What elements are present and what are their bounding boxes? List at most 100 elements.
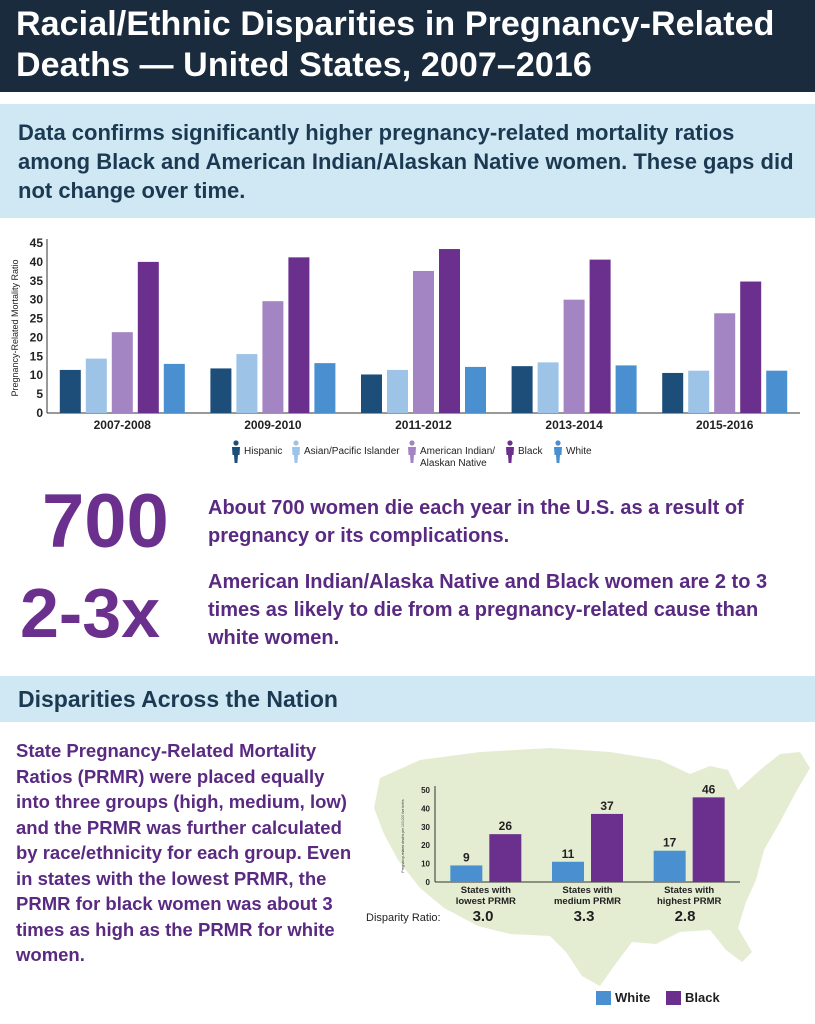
y-tick-label: 0 xyxy=(36,406,43,420)
bar xyxy=(361,374,382,413)
stat-700-text: About 700 women die each year in the U.S… xyxy=(208,497,744,547)
bar xyxy=(59,369,81,413)
bar xyxy=(653,850,686,882)
bar xyxy=(236,354,258,413)
section-banner: Disparities Across the Nation xyxy=(0,676,815,722)
x-tick-label: 2007-2008 xyxy=(94,418,152,432)
data-label: 26 xyxy=(499,819,513,833)
bar xyxy=(714,313,736,413)
bar xyxy=(563,299,585,413)
legend-label: Black xyxy=(518,446,543,457)
legend-item-asian: Asian/Pacific Islander xyxy=(290,440,400,464)
data-label: 37 xyxy=(600,799,614,813)
x-tick-label: States with xyxy=(664,885,714,896)
legend-item-white: White xyxy=(596,990,650,1005)
bar xyxy=(439,249,460,413)
bar xyxy=(766,370,788,413)
x-tick-label: highest PRMR xyxy=(657,896,722,907)
disparities-paragraph: State Pregnancy-Related Mortality Ratios… xyxy=(16,740,352,965)
bar xyxy=(210,368,232,413)
x-tick-label: 2015-2016 xyxy=(696,418,754,432)
y-tick-label: 40 xyxy=(421,804,430,813)
legend-label: American Indian/ Alaskan Native xyxy=(420,446,496,469)
legend-label: Asian/Pacific Islander xyxy=(304,446,400,457)
person-icon xyxy=(292,440,300,463)
bar xyxy=(387,369,408,413)
bar xyxy=(552,861,584,882)
legend-label: Hispanic xyxy=(244,446,283,457)
y-tick-label: 10 xyxy=(421,860,430,869)
bar xyxy=(85,358,107,413)
data-label: 11 xyxy=(562,847,575,861)
bar xyxy=(615,365,637,413)
y-tick-label: 25 xyxy=(30,312,44,326)
y-axis-title: Pregnancy-Related Mortality Ratio xyxy=(10,259,20,396)
legend-label: Black xyxy=(685,990,720,1005)
header-banner: Racial/Ethnic Disparities in Pregnancy-R… xyxy=(0,0,815,92)
bar xyxy=(688,370,710,413)
legend-label: White xyxy=(615,990,651,1005)
y-tick-label: 20 xyxy=(30,330,44,344)
y-tick-label: 50 xyxy=(421,786,430,795)
disparity-ratio-highest: 2.8 xyxy=(674,908,696,925)
bar xyxy=(591,813,623,882)
x-tick-label: lowest PRMR xyxy=(456,896,516,907)
data-label: 46 xyxy=(702,782,716,796)
bar xyxy=(450,865,483,882)
chart-legend: Hispanic Asian/Pacific Islander American… xyxy=(230,440,630,476)
person-icon xyxy=(408,440,416,463)
legend-swatch xyxy=(666,990,681,1005)
bar xyxy=(288,257,310,413)
page-title: Racial/Ethnic Disparities in Pregnancy-R… xyxy=(16,5,775,84)
disparity-ratio-medium: 3.3 xyxy=(573,908,595,925)
y-tick-label: 0 xyxy=(426,878,431,887)
disparity-ratio-lowest: 3.0 xyxy=(472,908,494,925)
mortality-ratio-bar-chart: 0 5 10 15 20 25 30 35 40 45 Pregnancy-Related Mort… xyxy=(10,236,800,432)
legend-item-black: Black xyxy=(504,440,542,464)
legend-item-black: Black xyxy=(666,990,720,1005)
data-label: 17 xyxy=(663,836,677,850)
y-axis-title: Pregnancy-related deaths per 100,000 liv… xyxy=(401,799,405,872)
y-tick-label: 30 xyxy=(421,823,430,832)
bar xyxy=(537,362,559,413)
y-tick-label: 5 xyxy=(36,387,43,401)
bar xyxy=(465,366,486,413)
y-tick-label: 40 xyxy=(30,255,44,269)
bar xyxy=(589,259,611,413)
x-tick-label: States with xyxy=(461,885,511,896)
disparity-ratio-label: Disparity Ratio: xyxy=(366,912,441,924)
y-tick-label: 45 xyxy=(30,236,44,250)
y-tick-label: 15 xyxy=(30,349,44,363)
stat-2-3x-number: 2-3x xyxy=(20,574,161,652)
person-icon xyxy=(554,440,562,463)
x-tick-label: 2011-2012 xyxy=(395,418,452,432)
x-tick-label: 2009-2010 xyxy=(244,418,302,432)
x-tick-label: medium PRMR xyxy=(554,896,621,907)
y-tick-label: 30 xyxy=(30,293,44,307)
y-tick-label: 10 xyxy=(30,368,44,382)
stat-2-3x-text: American Indian/Alaska Native and Black … xyxy=(208,571,768,649)
y-tick-label: 20 xyxy=(421,841,430,850)
x-tick-label: 2013-2014 xyxy=(545,418,603,432)
legend-label: White xyxy=(566,446,592,457)
bar xyxy=(511,366,533,413)
bar xyxy=(111,332,133,413)
bar xyxy=(314,363,336,413)
bar xyxy=(262,301,284,413)
bar xyxy=(413,270,434,413)
x-tick-label: States with xyxy=(562,885,612,896)
bar xyxy=(662,372,684,413)
bar xyxy=(692,797,725,882)
legend-item-aian: American Indian/ Alaskan Native xyxy=(406,440,502,470)
bar xyxy=(137,261,159,413)
bar xyxy=(489,834,522,882)
legend-item-hispanic: Hispanic xyxy=(230,440,282,464)
data-label: 9 xyxy=(463,850,470,864)
state-prmr-bar-chart: 0 10 20 30 40 50 Pregnancy-related deaths per … xyxy=(401,782,740,907)
section-title: Disparities Across the Nation xyxy=(18,686,338,712)
legend-item-white: White xyxy=(552,440,592,464)
legend-swatch xyxy=(596,990,611,1005)
subhead-banner: Data confirms significantly higher pregn… xyxy=(0,104,815,218)
y-tick-label: 35 xyxy=(30,274,44,288)
stat-700-number: 700 xyxy=(42,479,169,564)
